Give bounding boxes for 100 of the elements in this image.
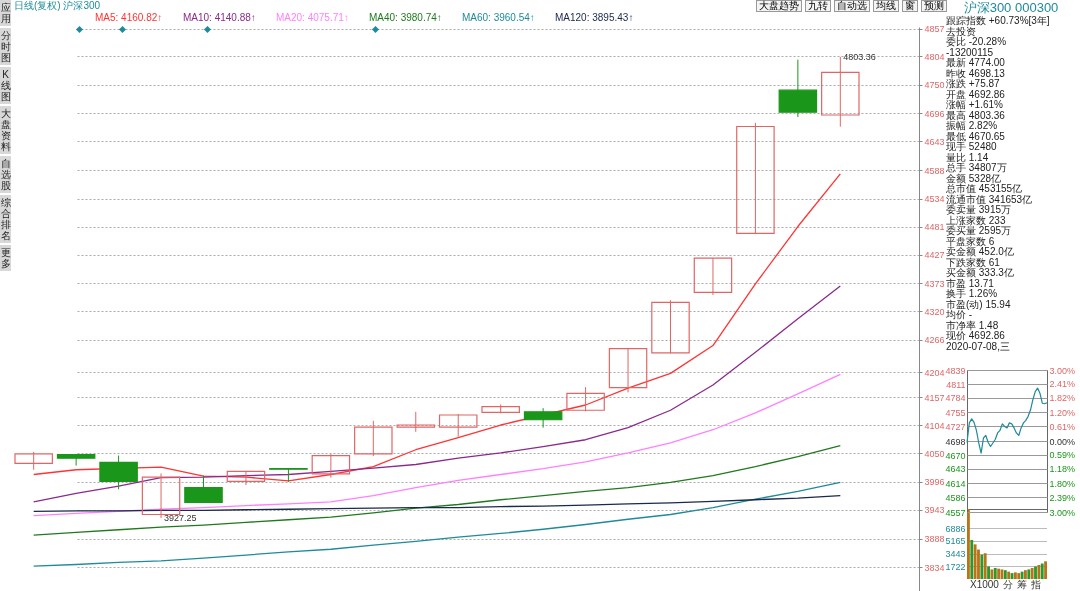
- text: 市盈(动) 15.94: [945, 298, 1012, 310]
- text: MA5: 4160.82↑: [95, 12, 163, 23]
- text: 窗: [902, 0, 918, 12]
- candlestick: [736, 122, 775, 234]
- y-tick-label: 4750: [924, 80, 945, 91]
- text: K线图: [0, 67, 11, 104]
- text: 买金额 333.3亿: [945, 267, 1015, 279]
- y-tick-label: 4266: [924, 335, 945, 346]
- candlestick: [56, 453, 96, 467]
- y-tick-label: 4755: [945, 407, 966, 418]
- y2-tick-label: 1.18%: [1049, 464, 1076, 475]
- y-tick-label: 4481: [924, 222, 945, 233]
- text: 市盈 13.71: [945, 277, 995, 289]
- text: 现手 52480: [945, 141, 998, 153]
- candlestick: [608, 348, 648, 393]
- y-tick-label: 4588: [924, 165, 945, 176]
- text: 最新 4774.00: [945, 57, 1006, 68]
- text: 总市值 453155亿: [945, 183, 1024, 195]
- annotation: 指: [1030, 579, 1041, 590]
- text: 综合排名: [0, 195, 11, 243]
- y-tick-label: 4557: [945, 507, 966, 518]
- bar: [1024, 570, 1027, 579]
- text: -13200115: [945, 46, 995, 58]
- y2-tick-label: 0.00%: [1049, 436, 1076, 447]
- text: 委比 -20.28%: [945, 36, 1008, 48]
- y-tick-label: 4104: [924, 420, 945, 431]
- text: 九转: [805, 0, 831, 12]
- text: 金额 5328亿: [945, 172, 1002, 184]
- text: 委卖量 3915万: [945, 204, 1013, 215]
- y-tick-label: 4643: [924, 136, 945, 147]
- candlestick: [311, 453, 351, 479]
- text: 下跌家数 61: [945, 256, 1001, 268]
- y-tick-label: 3888: [924, 534, 945, 545]
- y-tick-label: 3443: [945, 549, 966, 560]
- bar: [967, 509, 970, 579]
- y-tick-label: 4204: [924, 367, 945, 378]
- bar: [987, 566, 990, 579]
- y2-tick-label: 2.39%: [1049, 493, 1076, 504]
- text: 上涨家数 233: [945, 214, 1006, 226]
- line-series: [966, 387, 1048, 454]
- text: MA60: 3960.54↑: [462, 12, 535, 23]
- text: 均价 -: [945, 309, 973, 321]
- y2-tick-label: 0.61%: [1049, 422, 1076, 433]
- candlestick: [438, 413, 478, 438]
- text: 委买量 2595万: [945, 225, 1013, 236]
- y-tick-label: 4670: [945, 450, 966, 461]
- annotation: 分: [1002, 579, 1013, 590]
- y-tick-label: 4050: [924, 448, 945, 459]
- y-tick-label: 4427: [924, 250, 945, 261]
- y-tick-label: 4614: [945, 478, 966, 489]
- annotation: 3927.25: [164, 513, 197, 524]
- candlestick: [566, 386, 605, 412]
- bar: [1034, 566, 1037, 579]
- candlestick: [693, 257, 733, 296]
- text: 流通市值 341653亿: [945, 193, 1034, 205]
- y-tick-label: 1722: [945, 561, 966, 572]
- text: 预测: [921, 0, 947, 12]
- line-series: [33, 173, 841, 482]
- candlestick: [354, 420, 393, 457]
- text: 自动选: [834, 0, 870, 12]
- text: MA10: 4140.88↑: [183, 12, 256, 23]
- y-tick-label: 3834: [924, 562, 945, 573]
- y2-tick-label: 3.00%: [1049, 507, 1076, 518]
- text: 沪深300 000300: [962, 0, 1060, 16]
- y-tick-label: 3996: [924, 477, 945, 488]
- text: 量比 1.14: [945, 151, 990, 163]
- bar: [1044, 561, 1047, 579]
- text: 平盘家数 6: [945, 235, 996, 247]
- text: 均线: [873, 0, 899, 12]
- text: 分时图: [0, 28, 11, 65]
- y-tick-label: 4320: [924, 306, 945, 317]
- y-tick-label: 4534: [924, 194, 945, 205]
- text: 跟踪指数 +60.73%[3年]: [945, 15, 1051, 26]
- line-series: [33, 285, 841, 503]
- candlestick: [396, 411, 436, 433]
- line-series: [33, 373, 841, 517]
- text: MA40: 3980.74↑: [369, 12, 442, 23]
- candlestick: [269, 468, 308, 483]
- text: 更多: [0, 245, 11, 271]
- y2-tick-label: 1.20%: [1049, 408, 1076, 419]
- y-tick-label: 4811: [946, 379, 966, 390]
- y2-tick-label: 2.41%: [1049, 379, 1076, 390]
- y2-tick-label: 1.82%: [1049, 393, 1076, 404]
- y-tick-label: 4157: [924, 392, 945, 403]
- text: 现价 4692.86: [945, 330, 1006, 342]
- y-tick-label: 6886: [945, 523, 966, 534]
- line-series: [33, 494, 841, 512]
- line-series: [33, 481, 841, 567]
- text: 市净率 1.48: [945, 319, 1000, 331]
- text: 应用: [0, 0, 11, 26]
- text: 最高 4803.36: [945, 109, 1006, 121]
- y-tick-label: 4839: [945, 365, 966, 376]
- y-tick-label: 4857: [924, 24, 945, 35]
- annotation: 筹: [1016, 579, 1027, 590]
- text: 大盘趋势: [756, 0, 802, 12]
- text: 最低 4670.65: [945, 130, 1006, 142]
- y2-tick-label: 1.80%: [1049, 479, 1076, 490]
- text: 总手 34807万: [945, 162, 1008, 174]
- text: 开盘 4692.86: [945, 88, 1006, 100]
- annotation: 4803.36: [843, 51, 876, 62]
